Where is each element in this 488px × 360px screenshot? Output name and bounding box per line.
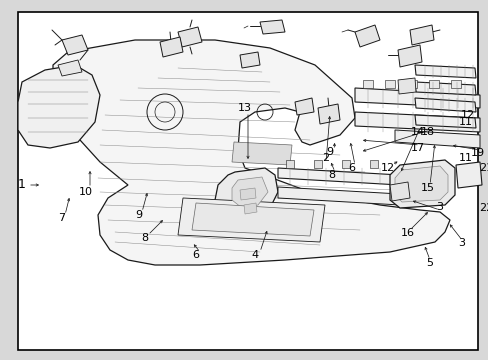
Text: 5: 5 <box>426 258 433 268</box>
FancyBboxPatch shape <box>18 12 477 350</box>
Text: 14: 14 <box>410 127 424 137</box>
Polygon shape <box>397 78 415 94</box>
Text: 3: 3 <box>436 202 443 212</box>
Text: 2: 2 <box>322 153 329 163</box>
Polygon shape <box>362 80 372 88</box>
Polygon shape <box>244 203 257 214</box>
Polygon shape <box>240 52 260 68</box>
Polygon shape <box>240 188 256 200</box>
Text: 13: 13 <box>238 103 251 113</box>
Text: 8: 8 <box>141 233 148 243</box>
Polygon shape <box>317 104 339 124</box>
Text: 12: 12 <box>380 163 394 173</box>
Polygon shape <box>160 37 183 57</box>
Polygon shape <box>341 160 349 168</box>
Text: 15: 15 <box>420 183 434 193</box>
Text: 12: 12 <box>460 110 474 120</box>
Polygon shape <box>389 160 454 208</box>
Polygon shape <box>231 142 291 165</box>
Text: 19: 19 <box>470 148 484 158</box>
Polygon shape <box>285 160 293 168</box>
Polygon shape <box>414 82 475 95</box>
Text: 21: 21 <box>478 163 488 173</box>
Polygon shape <box>62 35 88 55</box>
Polygon shape <box>294 98 313 115</box>
Text: 10: 10 <box>79 187 93 197</box>
Polygon shape <box>178 27 202 47</box>
Polygon shape <box>384 80 394 88</box>
Polygon shape <box>354 112 479 132</box>
Polygon shape <box>414 115 475 128</box>
Polygon shape <box>397 45 421 67</box>
Polygon shape <box>354 88 479 108</box>
Text: 20: 20 <box>486 148 488 158</box>
Polygon shape <box>231 177 267 208</box>
Polygon shape <box>406 80 416 88</box>
Polygon shape <box>394 166 447 202</box>
Polygon shape <box>450 80 460 88</box>
Text: 18: 18 <box>420 127 434 137</box>
Polygon shape <box>409 25 433 45</box>
Polygon shape <box>18 65 100 148</box>
Text: 9: 9 <box>326 147 333 157</box>
Polygon shape <box>455 162 481 188</box>
Polygon shape <box>369 160 377 168</box>
Polygon shape <box>354 25 379 47</box>
Text: 4: 4 <box>251 250 258 260</box>
Text: 6: 6 <box>192 250 199 260</box>
Polygon shape <box>394 130 479 148</box>
Text: 9: 9 <box>135 210 142 220</box>
Polygon shape <box>278 187 399 205</box>
Polygon shape <box>278 168 399 185</box>
Polygon shape <box>58 60 82 76</box>
Polygon shape <box>414 65 475 78</box>
Text: 17: 17 <box>410 143 424 153</box>
Text: 8: 8 <box>328 170 335 180</box>
Polygon shape <box>215 168 278 222</box>
Text: 1: 1 <box>18 179 26 192</box>
Text: 6: 6 <box>348 163 355 173</box>
Polygon shape <box>313 160 321 168</box>
Polygon shape <box>389 182 409 201</box>
Text: 3: 3 <box>458 238 465 248</box>
Polygon shape <box>260 20 285 34</box>
Text: 22: 22 <box>478 203 488 213</box>
Polygon shape <box>178 198 325 242</box>
Polygon shape <box>192 203 313 236</box>
Text: 11: 11 <box>458 153 472 163</box>
Polygon shape <box>53 40 449 265</box>
Text: 16: 16 <box>400 228 414 238</box>
Text: 7: 7 <box>59 213 65 223</box>
Polygon shape <box>428 80 438 88</box>
Text: 11: 11 <box>458 117 472 127</box>
Polygon shape <box>414 98 475 112</box>
